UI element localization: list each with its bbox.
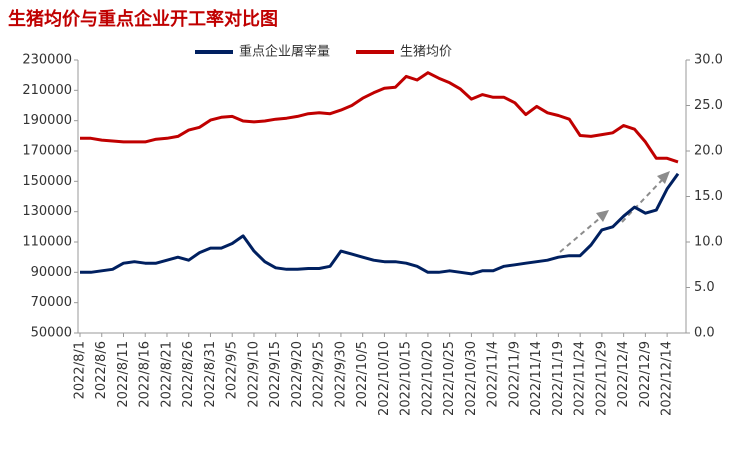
x-tick-label: 2022/9/25 [312, 341, 327, 408]
x-tick-label: 2022/12/14 [660, 341, 675, 416]
x-tick-label: 2022/10/15 [399, 341, 414, 416]
x-tick-label: 2022/11/4 [486, 341, 501, 408]
legend-label: 生猪均价 [400, 45, 452, 60]
y-tick-label: 170000 [22, 144, 72, 159]
y-tick-label: 110000 [22, 235, 72, 250]
y-tick-label: 190000 [22, 113, 72, 128]
x-tick-label: 2022/9/20 [290, 341, 305, 408]
x-tick-label: 2022/9/5 [225, 341, 240, 399]
y-tick-label: 130000 [22, 204, 72, 219]
y-tick-label: 210000 [22, 83, 72, 98]
x-tick-label: 2022/8/31 [203, 341, 218, 408]
x-tick-label: 2022/11/14 [529, 341, 544, 416]
x-tick-label: 2022/12/4 [616, 341, 631, 408]
x-tick-label: 2022/8/1 [73, 341, 88, 399]
x-tick-label: 2022/10/10 [377, 341, 392, 416]
x-tick-label: 2022/11/24 [573, 341, 588, 416]
y2-tick-label: 0.0 [694, 326, 715, 341]
y2-tick-label: 5.0 [694, 280, 715, 295]
arrow-head [596, 210, 609, 222]
x-tick-label: 2022/8/6 [94, 341, 109, 399]
x-tick-label: 2022/11/9 [507, 341, 522, 408]
y-tick-label: 90000 [31, 265, 72, 280]
x-tick-label: 2022/11/19 [551, 341, 566, 416]
x-tick-label: 2022/10/25 [442, 341, 457, 416]
y2-tick-label: 30.0 [694, 53, 723, 68]
x-tick-label: 2022/8/21 [159, 341, 174, 408]
y2-tick-label: 15.0 [694, 189, 723, 204]
x-tick-label: 2022/9/15 [268, 341, 283, 408]
chart-title: 生猪均价与重点企业开工率对比图 [8, 8, 278, 30]
y-tick-label: 70000 [31, 295, 72, 310]
x-tick-label: 2022/8/16 [138, 341, 153, 408]
series-line [80, 71, 679, 164]
x-tick-label: 2022/12/9 [638, 341, 653, 408]
y2-tick-label: 20.0 [694, 144, 723, 159]
arrow-head [657, 171, 670, 184]
trend-arrow [621, 179, 663, 223]
y-tick-label: 230000 [22, 53, 72, 68]
x-tick-label: 2022/9/10 [246, 341, 261, 408]
trend-arrows [559, 179, 663, 253]
x-tick-label: 2022/10/5 [355, 341, 370, 408]
x-tick-label: 2022/10/20 [420, 341, 435, 416]
x-tick-label: 2022/10/30 [464, 341, 479, 416]
y2-tick-label: 10.0 [694, 235, 723, 250]
y-tick-label: 150000 [22, 174, 72, 189]
x-tick-label: 2022/8/11 [116, 341, 131, 408]
legend-label: 重点企业屠宰量 [239, 44, 330, 60]
x-tick-label: 2022/9/30 [333, 341, 348, 408]
x-tick-label: 2022/11/29 [594, 341, 609, 416]
y-tick-label: 50000 [31, 326, 72, 341]
y2-tick-label: 25.0 [694, 98, 723, 113]
series-line [80, 172, 680, 276]
trend-arrow [559, 217, 601, 253]
x-tick-label: 2022/8/26 [181, 341, 196, 408]
